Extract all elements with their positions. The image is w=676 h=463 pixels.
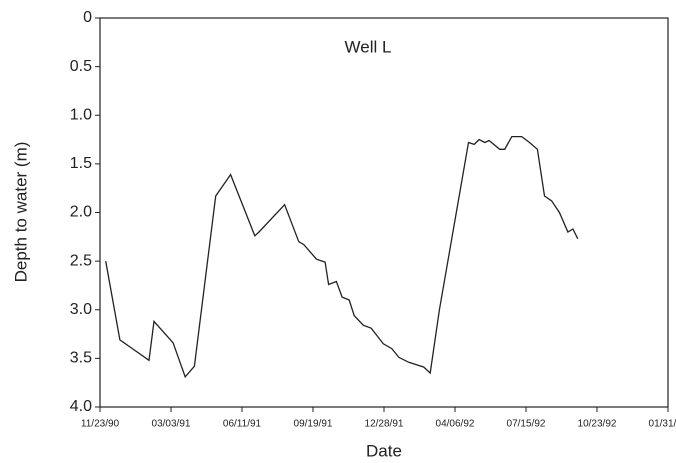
y-tick-label: 0.5 bbox=[70, 58, 92, 75]
x-tick-label: 06/11/91 bbox=[223, 419, 262, 430]
x-tick-label: 07/15/92 bbox=[507, 419, 546, 430]
y-tick-label: 4.0 bbox=[70, 398, 92, 415]
x-axis-label: Date bbox=[366, 441, 402, 460]
x-tick-label: 10/23/92 bbox=[578, 419, 617, 430]
x-tick-label: 09/19/91 bbox=[294, 419, 333, 430]
y-tick-label: 1.5 bbox=[70, 155, 92, 172]
x-tick-label: 04/06/92 bbox=[436, 419, 475, 430]
x-tick-label: 01/31/93 bbox=[649, 419, 676, 430]
y-tick-label: 3.0 bbox=[70, 301, 92, 318]
x-tick-label: 03/03/91 bbox=[152, 419, 191, 430]
plot-frame bbox=[99, 17, 669, 408]
data-line bbox=[105, 135, 579, 379]
x-tick-label: 12/28/91 bbox=[365, 419, 404, 430]
y-tick-label: 3.5 bbox=[70, 350, 92, 367]
y-tick-label: 2.0 bbox=[70, 204, 92, 221]
y-axis-label: Depth to water (m) bbox=[11, 142, 30, 283]
y-tick-label: 0 bbox=[83, 9, 92, 26]
y-tick-label: 1.0 bbox=[70, 106, 92, 123]
y-tick-label: 2.5 bbox=[70, 252, 92, 269]
x-tick-label: 11/23/90 bbox=[81, 419, 120, 430]
annotation: Well L bbox=[345, 37, 392, 56]
